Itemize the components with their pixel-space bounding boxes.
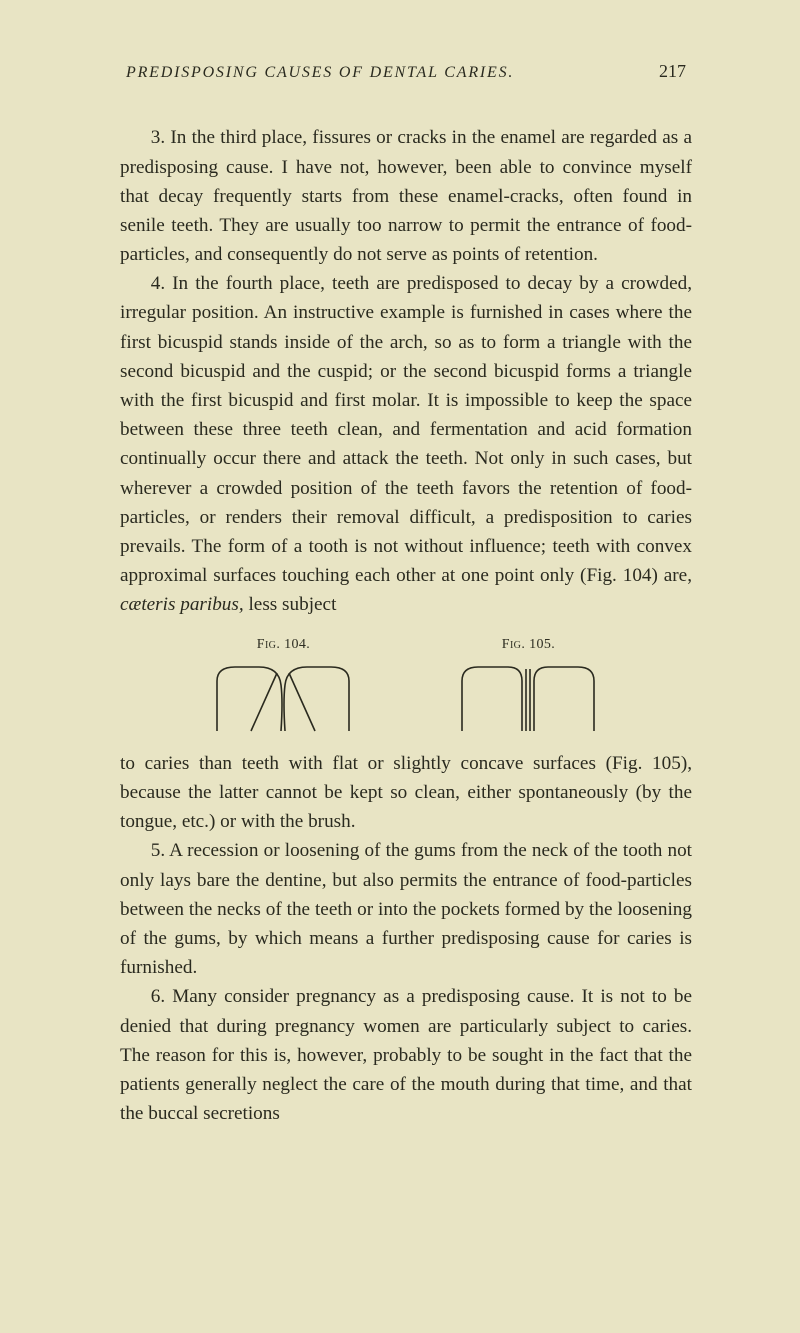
running-head: PREDISPOSING CAUSES OF DENTAL CARIES. 21… xyxy=(120,58,692,85)
paragraph-6: 6. Many consider pregnancy as a predispo… xyxy=(120,982,692,1128)
fig104-path-3 xyxy=(289,673,315,731)
paragraph-3: 3. In the third place, fissures or crack… xyxy=(120,123,692,269)
figure-105-caption: Fig. 105. xyxy=(502,634,555,655)
paragraph-4a-italic: cæteris paribus, xyxy=(120,594,244,615)
figures-row: Fig. 104. Fig. 105. xyxy=(120,634,692,739)
running-title: PREDISPOSING CAUSES OF DENTAL CARIES. xyxy=(126,61,514,85)
paragraph-4a-tail: less subject xyxy=(244,594,337,615)
fig104-path-0 xyxy=(217,667,282,731)
figure-104-svg xyxy=(211,661,356,739)
fig104-path-2 xyxy=(251,673,277,731)
fig105-path-1 xyxy=(534,667,594,731)
figure-105-svg xyxy=(456,661,601,739)
paragraph-4b: to caries than teeth with flat or slight… xyxy=(120,749,692,837)
figure-104-caption: Fig. 104. xyxy=(257,634,310,655)
page-number: 217 xyxy=(659,58,686,85)
page: PREDISPOSING CAUSES OF DENTAL CARIES. 21… xyxy=(0,0,800,1333)
figure-105-caption-sc: Fig xyxy=(502,637,522,652)
paragraph-4a: 4. In the fourth place, teeth are predis… xyxy=(120,269,692,619)
fig104-path-1 xyxy=(284,667,349,731)
fig105-path-0 xyxy=(462,667,522,731)
figure-105: Fig. 105. xyxy=(456,634,601,739)
figure-104-caption-rest: . 104. xyxy=(276,637,310,652)
paragraph-4a-text: 4. In the fourth place, teeth are predis… xyxy=(120,273,692,586)
figure-105-caption-rest: . 105. xyxy=(521,637,555,652)
paragraph-5: 5. A recession or loosening of the gums … xyxy=(120,836,692,982)
figure-104: Fig. 104. xyxy=(211,634,356,739)
figure-104-caption-sc: Fig xyxy=(257,637,277,652)
